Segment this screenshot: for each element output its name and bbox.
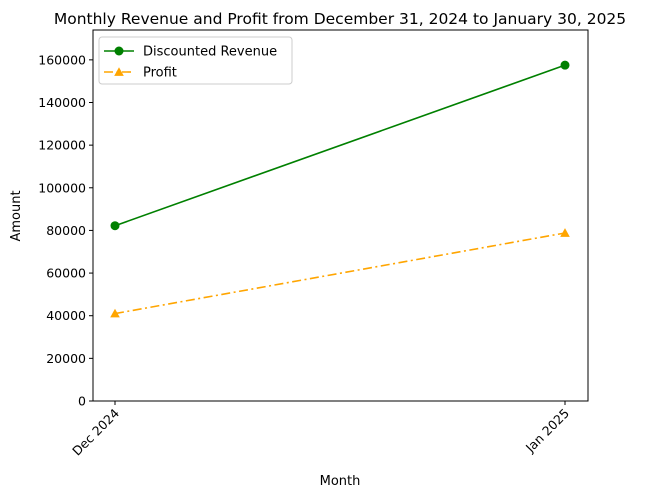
series-line-discounted-revenue xyxy=(114,64,566,227)
legend-label: Discounted Revenue xyxy=(143,45,277,60)
x-tick-label: Dec 2024 xyxy=(69,405,122,458)
x-axis-label: Month xyxy=(320,474,361,489)
legend-label: Profit xyxy=(143,66,177,81)
legend-marker-triangle xyxy=(114,67,124,76)
data-point-profit xyxy=(110,308,120,318)
series-layer xyxy=(110,60,570,318)
legend: Discounted Revenue Profit xyxy=(98,36,293,85)
y-tick-label: 120000 xyxy=(38,138,86,153)
plot-area-frame xyxy=(92,29,589,402)
y-tick-label: 100000 xyxy=(38,180,86,195)
y-tick-label: 60000 xyxy=(46,266,86,281)
y-tick-label: 40000 xyxy=(46,308,86,323)
y-tick-label: 140000 xyxy=(38,95,86,110)
y-tick-label: 0 xyxy=(78,394,86,409)
x-axis: Dec 2024 Jan 2025 xyxy=(69,401,572,459)
legend-marker-circle xyxy=(114,46,124,56)
y-axis-label: Amount xyxy=(9,190,24,241)
data-point-discounted-revenue xyxy=(110,221,120,231)
data-point-discounted-revenue xyxy=(560,60,570,70)
series-line-profit xyxy=(114,232,566,315)
y-axis: 0 20000 40000 60000 80000 100000 120000 140000 1… xyxy=(38,52,93,409)
y-tick-label: 20000 xyxy=(46,351,86,366)
legend-box xyxy=(98,36,293,85)
data-point-profit xyxy=(560,228,570,237)
y-tick-label: 80000 xyxy=(46,223,86,238)
y-tick-label: 160000 xyxy=(38,52,86,67)
x-tick-label: Jan 2025 xyxy=(522,406,572,456)
chart-title: Monthly Revenue and Profit from December… xyxy=(54,10,626,28)
